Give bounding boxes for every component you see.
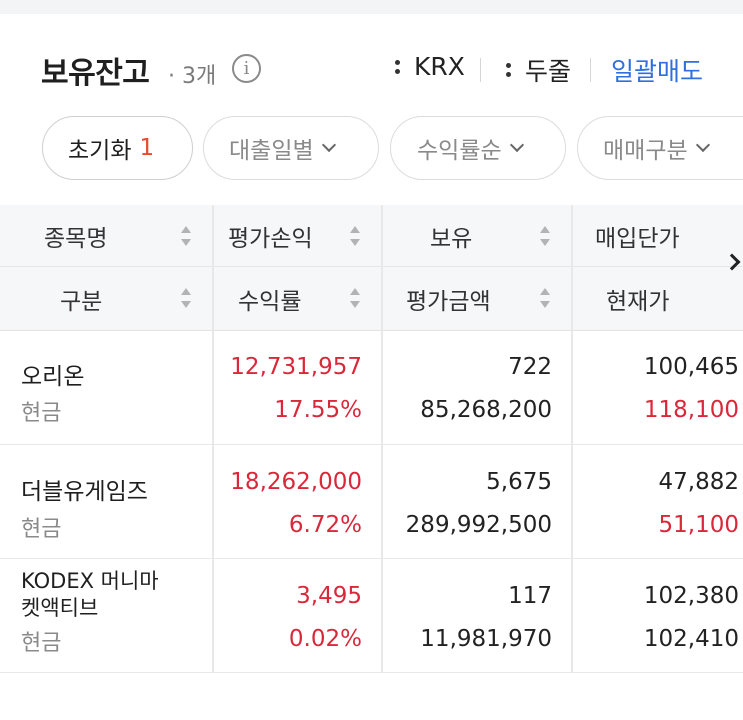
column-header-avg-price: 매입단가 — [595, 225, 680, 252]
current-price-value: 118,100 — [643, 397, 739, 423]
stock-name-line2: 켓액티브 — [21, 596, 99, 620]
sort-icon[interactable] — [349, 224, 361, 248]
reset-count: 1 — [139, 135, 155, 161]
chevron-down-icon — [509, 137, 524, 153]
avg-price-value: 47,882 — [658, 469, 739, 495]
sort-icon[interactable] — [539, 286, 551, 310]
eval-amount-value: 11,981,970 — [420, 626, 552, 652]
eval-amount-value: 85,268,200 — [420, 397, 552, 423]
trade-type-label: 매매구분 — [603, 138, 688, 164]
eval-amount-value: 289,992,500 — [405, 512, 552, 538]
return-rate-value: 0.02% — [288, 626, 362, 652]
holding-type: 현금 — [21, 401, 62, 426]
pnl-value: 3,495 — [296, 583, 362, 609]
chevron-down-icon — [695, 137, 710, 153]
column-header-pnl[interactable]: 평가손익 — [228, 225, 313, 252]
table-row[interactable]: 오리온 현금 12,731,957 17.55% 722 85,268,200 … — [0, 331, 743, 445]
info-icon[interactable]: i — [232, 54, 261, 83]
reset-filter-chip[interactable]: 초기화 1 — [42, 116, 193, 180]
column-header-holding[interactable]: 보유 — [430, 225, 473, 252]
krx-label: KRX — [414, 52, 465, 81]
column-divider — [381, 205, 383, 672]
table-row[interactable]: 더블유게임즈 현금 18,262,000 6.72% 5,675 289,992… — [0, 445, 743, 559]
stock-name-line1: KODEX 머니마 — [21, 569, 159, 593]
column-header-current-price: 현재가 — [606, 288, 670, 315]
sort-icon[interactable] — [180, 286, 192, 310]
holding-qty-value: 117 — [508, 583, 552, 609]
divider — [480, 58, 481, 82]
sort-icon[interactable] — [180, 224, 192, 248]
table-header: 종목명 평가손익 보유 매입단가 구분 수익률 평가금액 현재가 — [0, 205, 743, 331]
holdings-count: · 3개 — [168, 64, 217, 89]
kebab-icon — [394, 56, 400, 78]
sort-icon[interactable] — [539, 224, 551, 248]
divider — [590, 58, 591, 82]
date-filter-label: 대출일별 — [229, 138, 314, 164]
avg-price-value: 102,380 — [643, 583, 739, 609]
holding-qty-value: 722 — [508, 354, 552, 380]
avg-price-value: 100,465 — [643, 354, 739, 380]
date-filter-chip[interactable]: 대출일별 — [203, 116, 379, 180]
krx-option-button[interactable]: KRX — [394, 52, 465, 81]
sort-filter-label: 수익률순 — [417, 138, 502, 164]
sort-filter-chip[interactable]: 수익률순 — [390, 116, 566, 180]
holding-qty-value: 5,675 — [486, 469, 552, 495]
table-header-row: 종목명 평가손익 보유 매입단가 — [0, 205, 743, 267]
column-header-eval-amount[interactable]: 평가금액 — [406, 288, 491, 315]
current-price-value: 102,410 — [643, 626, 739, 652]
kebab-icon — [505, 59, 511, 81]
stock-name: 더블유게임즈 — [21, 479, 148, 505]
two-line-option-button[interactable]: 두줄 — [505, 52, 571, 88]
trade-type-filter-chip[interactable]: 매매구분 — [577, 116, 743, 180]
bulk-sell-button[interactable]: 일괄매도 — [611, 57, 704, 86]
column-divider — [571, 205, 573, 672]
filter-chips: 초기화 1 대출일별 수익률순 매매구분 — [0, 116, 743, 182]
column-header-stock-name[interactable]: 종목명 — [44, 225, 108, 252]
return-rate-value: 6.72% — [288, 512, 362, 538]
top-strip — [0, 0, 743, 14]
pnl-value: 18,262,000 — [230, 469, 362, 495]
two-line-label: 두줄 — [525, 57, 572, 86]
holding-type: 현금 — [21, 517, 62, 542]
holding-type: 현금 — [21, 631, 62, 656]
sort-icon[interactable] — [349, 286, 361, 310]
stock-name: 오리온 — [21, 364, 85, 390]
holdings-header: 보유잔고 · 3개 i KRX 두줄 일괄매도 — [0, 14, 743, 118]
column-divider — [212, 205, 214, 672]
reset-label: 초기화 — [68, 138, 132, 164]
current-price-value: 51,100 — [658, 512, 739, 538]
page-title: 보유잔고 — [41, 56, 150, 91]
chevron-down-icon — [321, 137, 336, 153]
return-rate-value: 17.55% — [274, 397, 362, 423]
table-header-row: 구분 수익률 평가금액 현재가 — [0, 267, 743, 331]
pnl-value: 12,731,957 — [230, 354, 362, 380]
column-header-type[interactable]: 구분 — [60, 288, 103, 315]
column-header-return-rate[interactable]: 수익률 — [238, 288, 302, 315]
table-row[interactable]: KODEX 머니마 켓액티브 현금 3,495 0.02% 117 11,981… — [0, 559, 743, 673]
